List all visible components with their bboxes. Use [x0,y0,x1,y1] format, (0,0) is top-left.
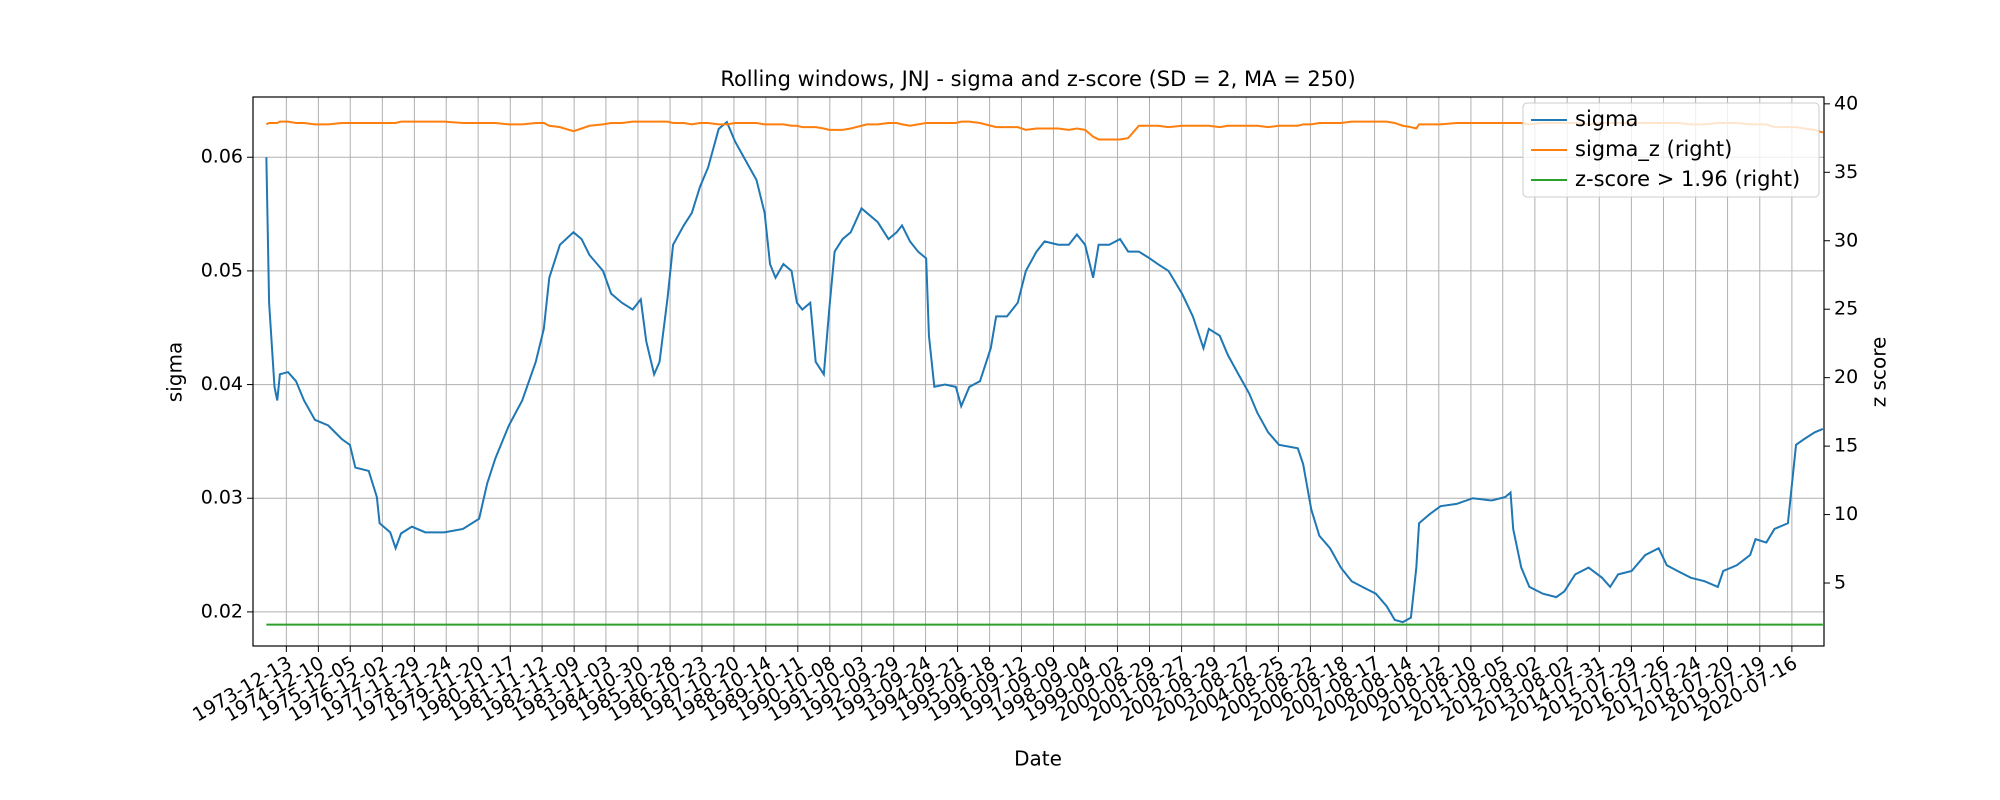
y-tick-label: 0.05 [201,259,243,281]
y-tick-label: 0.03 [201,487,243,509]
y2-tick-label: 40 [1834,92,1858,114]
legend-label: sigma_z (right) [1575,137,1732,162]
y2-tick-label: 5 [1834,572,1846,594]
plot-frame [252,96,1825,647]
y2-tick-label: 35 [1834,161,1858,183]
chart-title: Rolling windows, JNJ - sigma and z-score… [720,67,1355,91]
y-tick-label: 0.06 [201,146,243,168]
x-axis-label: Date [1014,747,1062,771]
y-tick-label: 0.02 [201,600,243,622]
legend-label: sigma [1575,107,1638,131]
y2-tick-label: 30 [1834,229,1858,251]
y-tick-label: 0.04 [201,373,243,395]
y2-tick-label: 10 [1834,503,1858,525]
y-axis-label: sigma [163,342,187,402]
y2-tick-label: 25 [1834,298,1858,320]
y2-tick-label: 20 [1834,366,1858,388]
legend-label: z-score > 1.96 (right) [1575,167,1800,191]
y2-axis-label: z score [1867,337,1891,408]
legend-box [1522,102,1820,198]
series-line [265,120,1824,624]
y2-tick-label: 15 [1834,435,1858,457]
